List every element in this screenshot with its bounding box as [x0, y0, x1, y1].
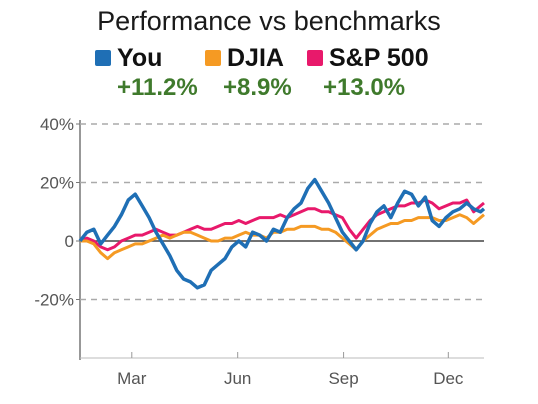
legend-change-sp500: +13.0% [323, 74, 406, 101]
y-tick-label: 20% [40, 174, 74, 193]
x-tick-label: Jun [224, 369, 251, 388]
y-tick-label: 0 [65, 232, 74, 251]
legend-item-you[interactable]: You +11.2% [95, 44, 198, 102]
x-tick-label: Dec [433, 369, 464, 388]
legend-item-djia[interactable]: DJIA +8.9% [205, 44, 292, 102]
y-tick-label: -20% [34, 291, 74, 310]
legend-label-sp500: S&P 500 [329, 43, 429, 72]
legend-swatch-you [95, 50, 111, 66]
legend-item-sp500[interactable]: S&P 500 +13.0% [307, 44, 429, 102]
y-tick-label: 40% [40, 115, 74, 134]
legend-swatch-sp500 [307, 50, 323, 66]
legend: You +11.2% DJIA +8.9% S&P 500 +13.0% [0, 44, 538, 104]
legend-label-you: You [117, 43, 163, 72]
series-line-you[interactable] [78, 177, 486, 290]
legend-change-you: +11.2% [117, 74, 198, 101]
legend-swatch-djia [205, 50, 221, 66]
chart-title: Performance vs benchmarks [97, 6, 441, 36]
x-tick-label: Sep [328, 369, 358, 388]
x-tick-label: Mar [117, 369, 147, 388]
legend-change-djia: +8.9% [223, 74, 292, 101]
series-line-djia[interactable] [80, 213, 485, 261]
legend-label-djia: DJIA [227, 43, 284, 72]
